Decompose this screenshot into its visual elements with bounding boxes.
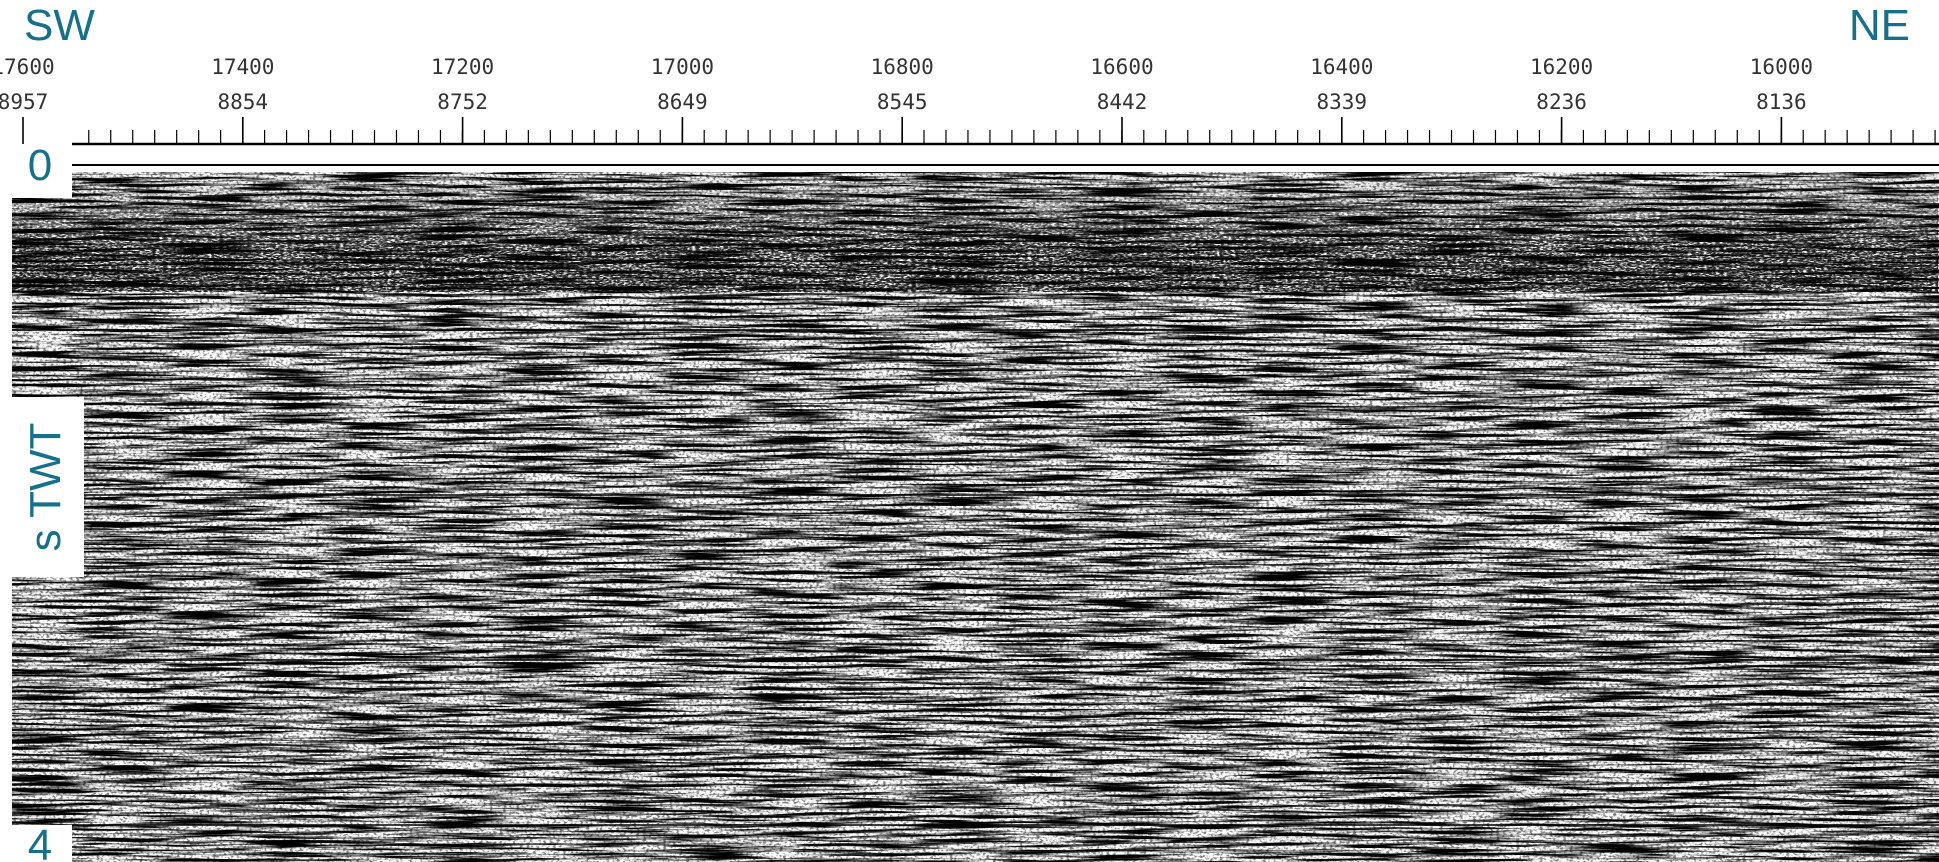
trace-label: 8854 (218, 90, 269, 114)
trace-label: 8649 (657, 90, 708, 114)
time-top: 0 (28, 141, 52, 190)
trace-label: 8545 (877, 90, 928, 114)
time-axis-label: s TWT (21, 423, 70, 552)
shotpoint-label: 16600 (1090, 55, 1153, 79)
trace-label: 8339 (1317, 90, 1368, 114)
shotpoint-label: 17200 (431, 55, 494, 79)
ruler: 17600 8957 17400 8854 17200 8752 17000 8649 1680… (0, 55, 1939, 144)
shotpoint-label: 16200 (1530, 55, 1593, 79)
trace-label: 8442 (1097, 90, 1148, 114)
trace-label: 8236 (1536, 90, 1587, 114)
time-bottom: 4 (28, 821, 52, 862)
shotpoint-label: 16400 (1310, 55, 1373, 79)
seismic-image (12, 172, 1939, 862)
shotpoint-label: 17400 (211, 55, 274, 79)
trace-label: 8957 (0, 90, 48, 114)
direction-right: NE (1849, 1, 1910, 50)
direction-left: SW (24, 1, 95, 50)
shotpoint-label: 17600 (0, 55, 55, 79)
shotpoint-label: 16000 (1750, 55, 1813, 79)
seismic-figure: SW NE 0 s TWT 4 17600 8957 17400 8854 17200 8… (0, 0, 1939, 862)
trace-label: 8136 (1756, 90, 1807, 114)
shotpoint-label: 17000 (651, 55, 714, 79)
trace-label: 8752 (437, 90, 488, 114)
shotpoint-label: 16800 (871, 55, 934, 79)
